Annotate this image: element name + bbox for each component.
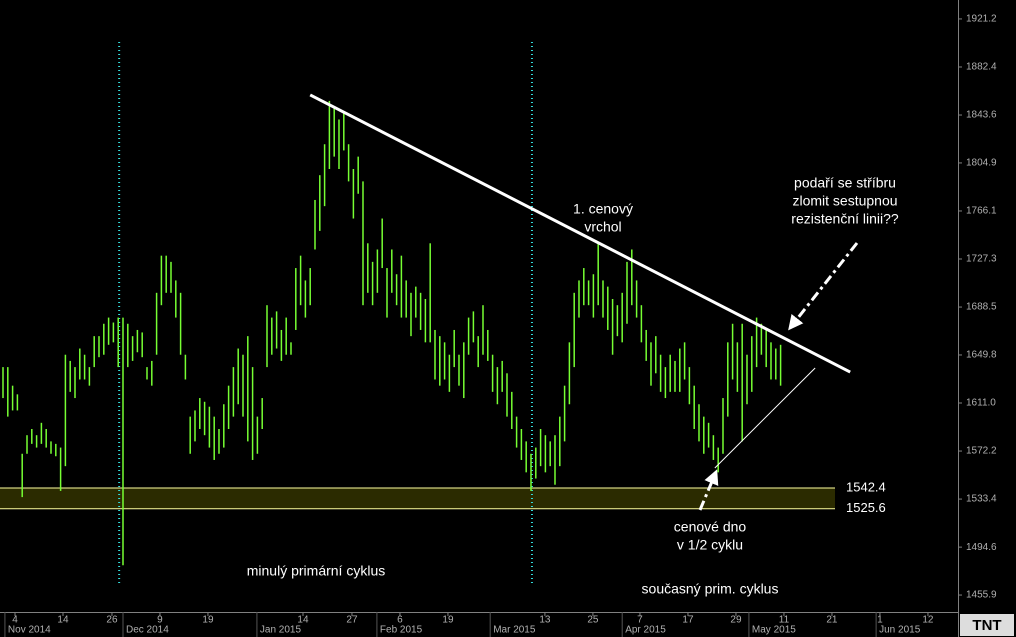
month-label: Apr 2015 [625, 625, 666, 636]
x-tick-label: 7 [637, 615, 643, 626]
logo: TNT [972, 617, 1001, 634]
x-tick-label: 29 [730, 615, 742, 626]
y-tick-label: 1727.3 [966, 254, 997, 265]
arrow [698, 469, 719, 511]
level-label: 1525.6 [846, 500, 886, 515]
annotation: vrchol [584, 219, 621, 235]
annotation: minulý primární cyklus [247, 563, 385, 579]
month-label: Mar 2015 [493, 625, 536, 636]
y-tick-label: 1533.4 [966, 494, 997, 505]
x-tick-label: 6 [397, 615, 403, 626]
x-tick-label: 19 [442, 615, 454, 626]
x-tick-label: 14 [57, 615, 69, 626]
month-label: Jun 2015 [879, 625, 921, 636]
y-tick-label: 1766.1 [966, 206, 997, 217]
month-label: Dec 2014 [126, 625, 169, 636]
x-tick-label: 19 [202, 615, 214, 626]
y-tick-label: 1804.9 [966, 158, 997, 169]
y-tick-label: 1494.6 [966, 542, 997, 553]
y-tick-label: 1649.8 [966, 350, 997, 361]
support-line [714, 367, 816, 469]
month-label: Jan 2015 [260, 625, 302, 636]
y-tick-label: 1611.0 [966, 398, 996, 409]
support-band [0, 487, 835, 509]
annotation: rezistenční linii?? [791, 211, 899, 227]
x-tick-label: 12 [922, 615, 934, 626]
x-tick-label: 11 [779, 615, 790, 626]
month-label: May 2015 [752, 625, 796, 636]
x-tick-label: 4 [12, 615, 18, 626]
x-tick-label: 26 [106, 615, 118, 626]
resistance-line [309, 93, 851, 374]
month-label: Feb 2015 [380, 625, 423, 636]
y-tick-label: 1882.4 [966, 62, 997, 73]
y-tick-label: 1455.9 [966, 590, 997, 601]
arrow [788, 242, 859, 331]
x-tick-label: 25 [587, 615, 599, 626]
logo-box [960, 614, 1014, 636]
x-tick-label: 21 [826, 615, 838, 626]
x-tick-label: 17 [682, 615, 694, 626]
y-tick-label: 1843.6 [966, 110, 997, 121]
level-label: 1542.4 [846, 479, 886, 494]
annotation: zlomit sestupnou [792, 193, 897, 209]
x-tick-label: 27 [346, 615, 358, 626]
annotation: podaří se stříbru [794, 175, 896, 191]
x-tick-label: 14 [297, 615, 309, 626]
y-tick-label: 1572.2 [966, 446, 997, 457]
annotation: v 1/2 cyklu [677, 537, 743, 553]
month-label: Nov 2014 [8, 625, 51, 636]
y-tick-label: 1921.2 [966, 14, 997, 25]
y-tick-label: 1688.5 [966, 302, 997, 313]
annotation: 1. cenový [573, 201, 633, 217]
x-tick-label: 1 [877, 615, 883, 626]
x-tick-label: 9 [157, 615, 163, 626]
annotation: současný prim. cyklus [642, 581, 779, 597]
annotation: cenové dno [674, 519, 747, 535]
x-tick-label: 13 [539, 615, 551, 626]
